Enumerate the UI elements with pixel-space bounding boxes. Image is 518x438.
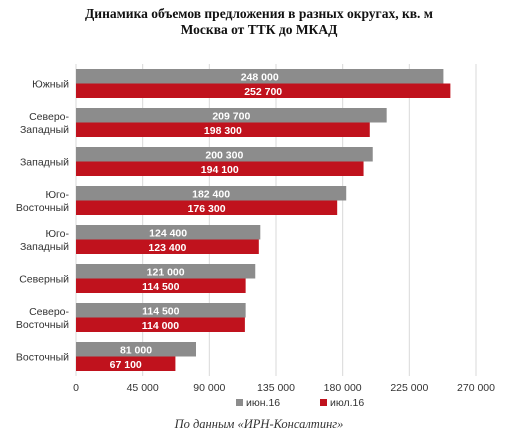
category-label: Восточный: [16, 352, 69, 364]
data-label: 114 500: [142, 281, 180, 293]
bar-jul16: [76, 161, 364, 176]
bar-jun16: [76, 186, 347, 201]
category-label: Юго-: [45, 228, 69, 240]
data-label: 124 400: [149, 227, 187, 239]
category-label: Южный: [32, 79, 69, 91]
x-tick-label: 90 000: [193, 382, 225, 394]
chart-title: Динамика объемов предложения в разных ок…: [0, 6, 518, 38]
x-tick-label: 270 000: [457, 382, 495, 394]
legend-label: июл.16: [330, 397, 364, 409]
bar-jun16: [76, 342, 196, 357]
x-tick-label: 45 000: [127, 382, 159, 394]
bar-jul16: [76, 239, 259, 254]
data-label: 81 000: [120, 344, 152, 356]
data-label: 248 000: [241, 71, 279, 83]
data-label: 198 300: [204, 125, 242, 137]
bar-jun16: [76, 69, 444, 84]
data-label: 114 000: [142, 320, 180, 332]
bar-jun16: [76, 147, 373, 162]
legend-swatch: [236, 399, 243, 406]
bar-jun16: [76, 225, 261, 240]
data-label: 176 300: [188, 203, 226, 215]
bar-jul16: [76, 356, 176, 371]
legend-label: июн.16: [246, 397, 280, 409]
legend-swatch: [320, 399, 327, 406]
data-label: 114 500: [142, 305, 180, 317]
data-label: 194 100: [201, 164, 239, 176]
bar-jun16: [76, 264, 256, 279]
category-label: Западный: [20, 241, 69, 253]
chart-title-line: Динамика объемов предложения в разных ок…: [85, 6, 433, 21]
data-label: 182 400: [192, 188, 230, 200]
data-label: 123 400: [148, 242, 186, 254]
data-label: 209 700: [212, 110, 250, 122]
category-label: Западный: [20, 157, 69, 169]
category-label: Северо-: [29, 306, 69, 318]
chart-subtitle-line: Москва от ТТК до МКАД: [180, 22, 338, 37]
category-label: Юго-: [45, 189, 69, 201]
category-label: Восточный: [16, 202, 69, 214]
x-tick-label: 0: [73, 382, 79, 394]
x-tick-label: 135 000: [257, 382, 295, 394]
data-label: 252 700: [244, 86, 282, 98]
category-label: Восточный: [16, 319, 69, 331]
category-label: Западный: [20, 124, 69, 136]
source-note: По данным «ИРН-Консалтинг»: [174, 417, 344, 431]
category-label: Северо-: [29, 111, 69, 123]
bar-jul16: [76, 200, 338, 215]
bar-jul16: [76, 278, 246, 293]
bar-jul16: [76, 122, 370, 137]
data-label: 121 000: [147, 266, 185, 278]
bar-jun16: [76, 108, 387, 123]
category-label: Северный: [19, 274, 69, 286]
x-tick-label: 180 000: [324, 382, 362, 394]
x-tick-label: 225 000: [390, 382, 428, 394]
bar-jul16: [76, 83, 451, 98]
data-label: 200 300: [205, 149, 243, 161]
bar-jul16: [76, 317, 245, 332]
data-label: 67 100: [110, 359, 142, 371]
bar-jun16: [76, 303, 246, 318]
